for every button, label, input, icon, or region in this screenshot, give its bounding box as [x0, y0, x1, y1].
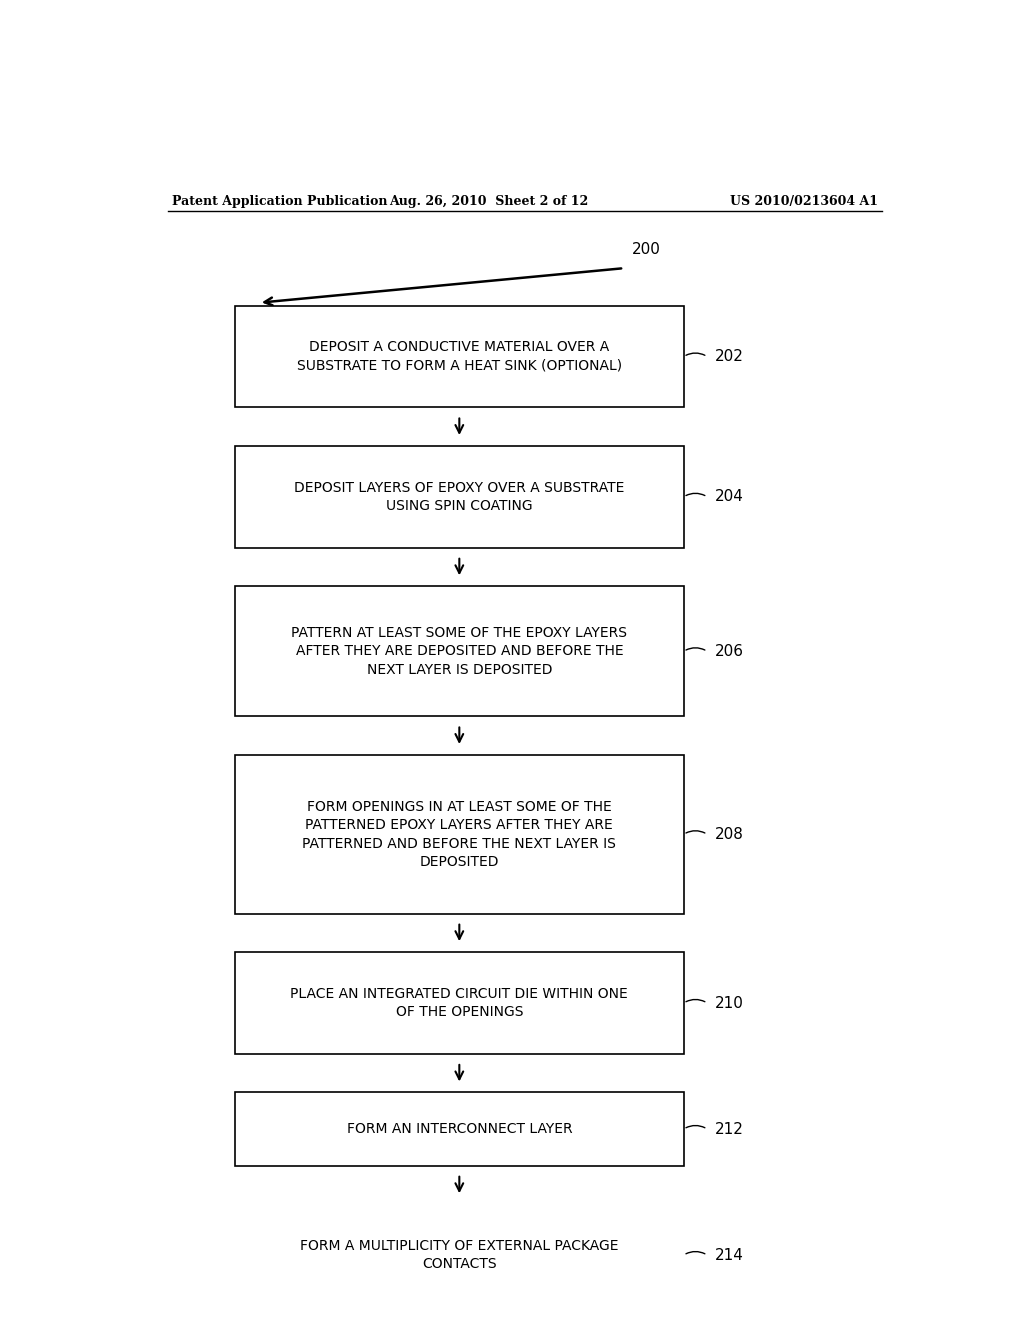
Text: FORM A MULTIPLICITY OF EXTERNAL PACKAGE
CONTACTS: FORM A MULTIPLICITY OF EXTERNAL PACKAGE …	[300, 1239, 618, 1271]
Text: 208: 208	[715, 826, 744, 842]
Text: PLACE AN INTEGRATED CIRCUIT DIE WITHIN ONE
OF THE OPENINGS: PLACE AN INTEGRATED CIRCUIT DIE WITHIN O…	[291, 987, 628, 1019]
Bar	[236, 446, 684, 548]
Text: DEPOSIT LAYERS OF EPOXY OVER A SUBSTRATE
USING SPIN COATING: DEPOSIT LAYERS OF EPOXY OVER A SUBSTRATE…	[294, 480, 625, 513]
Text: DEPOSIT A CONDUCTIVE MATERIAL OVER A
SUBSTRATE TO FORM A HEAT SINK (OPTIONAL): DEPOSIT A CONDUCTIVE MATERIAL OVER A SUB…	[297, 341, 622, 372]
Text: 214: 214	[715, 1247, 744, 1263]
Text: Patent Application Publication: Patent Application Publication	[172, 194, 387, 207]
Bar	[236, 1204, 684, 1305]
Text: 202: 202	[715, 348, 744, 364]
Text: 200: 200	[632, 243, 660, 257]
Text: 210: 210	[715, 995, 744, 1011]
Bar	[236, 952, 684, 1053]
Text: FORM OPENINGS IN AT LEAST SOME OF THE
PATTERNED EPOXY LAYERS AFTER THEY ARE
PATT: FORM OPENINGS IN AT LEAST SOME OF THE PA…	[302, 800, 616, 869]
Text: FORM AN INTERCONNECT LAYER: FORM AN INTERCONNECT LAYER	[346, 1122, 572, 1137]
Bar	[236, 1093, 684, 1166]
Bar	[236, 586, 684, 717]
Text: Aug. 26, 2010  Sheet 2 of 12: Aug. 26, 2010 Sheet 2 of 12	[389, 194, 589, 207]
Text: US 2010/0213604 A1: US 2010/0213604 A1	[730, 194, 878, 207]
Text: 212: 212	[715, 1122, 744, 1137]
Text: 204: 204	[715, 490, 744, 504]
Bar	[236, 306, 684, 408]
Text: 206: 206	[715, 644, 744, 659]
Text: PATTERN AT LEAST SOME OF THE EPOXY LAYERS
AFTER THEY ARE DEPOSITED AND BEFORE TH: PATTERN AT LEAST SOME OF THE EPOXY LAYER…	[291, 626, 628, 677]
Bar	[236, 755, 684, 913]
